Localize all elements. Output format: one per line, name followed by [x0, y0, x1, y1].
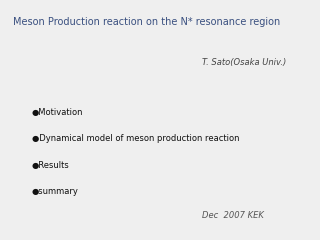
- Text: ●Dynamical model of meson production reaction: ●Dynamical model of meson production rea…: [32, 134, 239, 143]
- Text: ●summary: ●summary: [32, 187, 79, 196]
- Text: T. Sato(Osaka Univ.): T. Sato(Osaka Univ.): [202, 58, 286, 66]
- Text: Dec  2007 KEK: Dec 2007 KEK: [202, 211, 263, 220]
- Text: Meson Production reaction on the N* resonance region: Meson Production reaction on the N* reso…: [13, 17, 280, 27]
- Text: ●Results: ●Results: [32, 161, 70, 170]
- Text: ●Motivation: ●Motivation: [32, 108, 84, 117]
